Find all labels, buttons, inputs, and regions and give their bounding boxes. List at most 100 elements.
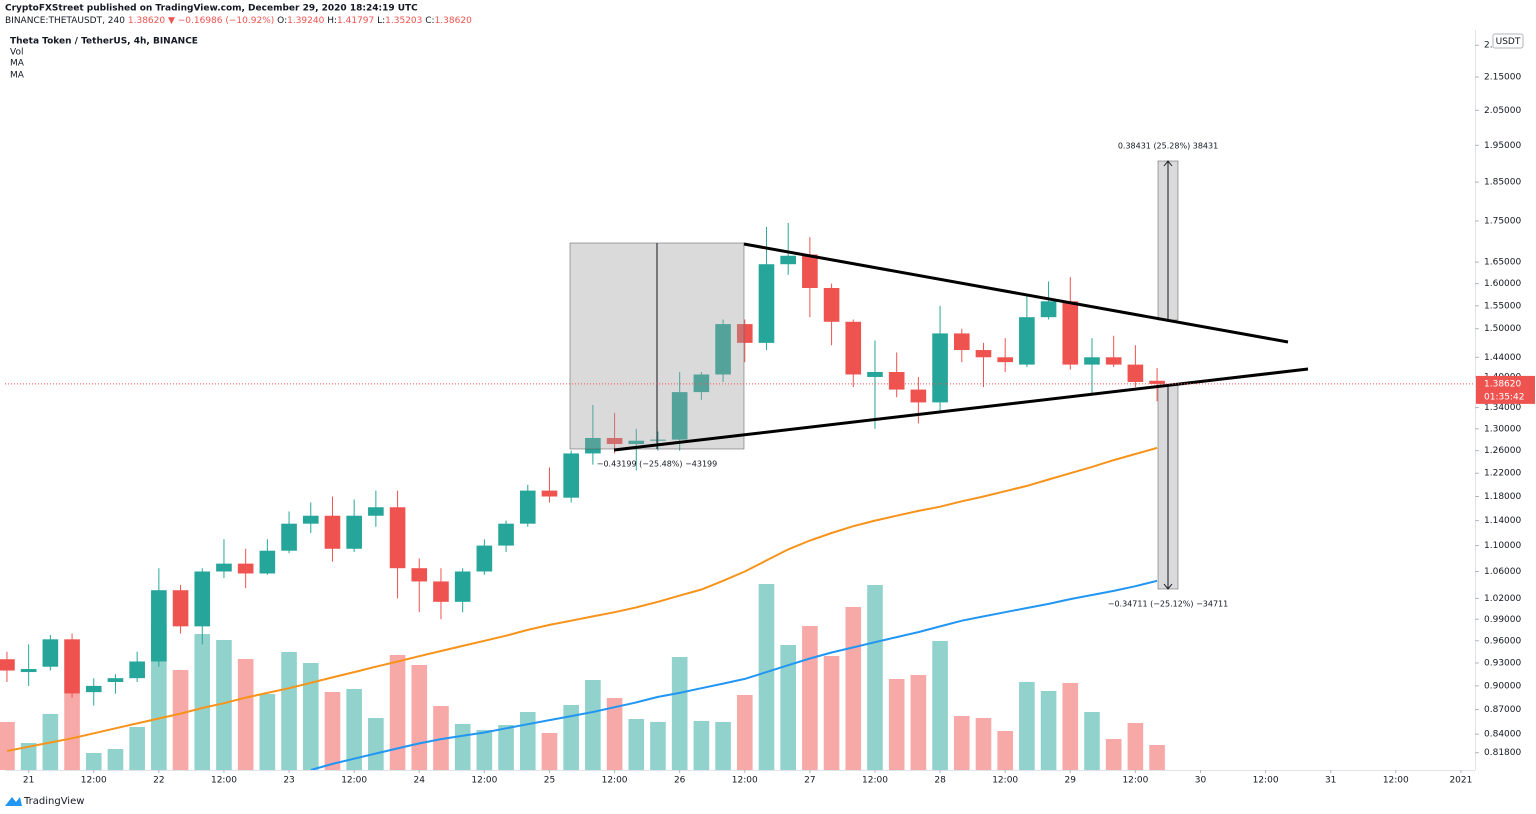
volume-bar (433, 706, 449, 770)
volume-bar (736, 695, 753, 770)
volume-bar (628, 719, 645, 770)
candle-body (953, 333, 970, 351)
y-tick-label: 1.18000 (1484, 492, 1521, 502)
y-tick-label: 1.06000 (1484, 567, 1521, 577)
volume-bar (541, 733, 558, 770)
candle-body (1084, 357, 1100, 365)
volume-bar (888, 679, 905, 770)
volume-bar (1105, 739, 1122, 770)
x-tick-label: 30 (1195, 776, 1207, 786)
volume-bar (563, 705, 579, 770)
candle-body (346, 515, 362, 549)
volume-bar (107, 749, 124, 770)
candle-body (216, 563, 232, 572)
quote-line: BINANCE:THETAUSDT, 240 1.38620 ▼ −0.1698… (5, 16, 472, 26)
x-tick-label: 2021 (1449, 776, 1472, 786)
candle-body (541, 490, 558, 497)
candle-body (693, 374, 710, 393)
x-tick-label: 25 (544, 776, 555, 786)
volume-bar (1019, 682, 1035, 770)
volume-bar (346, 689, 362, 770)
volume-bar (671, 657, 688, 770)
candle-body (368, 507, 384, 516)
volume-bar (997, 731, 1013, 770)
arrow (1163, 160, 1173, 167)
x-tick-label: 12:00 (992, 776, 1018, 786)
candle-body (302, 515, 319, 524)
ohlc-value: 1.38620 (435, 16, 472, 26)
candle-body (823, 287, 840, 322)
candle-body (563, 453, 579, 498)
candle-body (0, 659, 15, 671)
candle-body (715, 324, 731, 375)
candle-body (888, 371, 905, 390)
candle-body (780, 255, 796, 265)
candle-body (671, 392, 688, 440)
candle-body (237, 563, 254, 574)
y-tick-label: 1.50000 (1484, 324, 1521, 334)
y-tick-label: 1.85000 (1484, 178, 1521, 188)
candle-body (1040, 301, 1057, 318)
candle-body (802, 254, 818, 288)
measure-label: −0.34711 (−25.12%) −34711 (1108, 600, 1228, 609)
last: 1.38620 (128, 16, 165, 26)
legend-entry: MA (10, 59, 25, 69)
candle-body (1019, 317, 1035, 365)
y-tick-label: 0.84000 (1484, 730, 1521, 740)
volume-bar (389, 655, 406, 770)
candle-body (585, 437, 601, 454)
axis-layer: 2.250002.150002.050001.950001.850001.750… (5, 41, 1535, 786)
x-tick-label: 12:00 (81, 776, 107, 786)
ma-layer (6, 446, 1158, 771)
candle-body (867, 371, 883, 377)
countdown: 01:35:42 (1484, 392, 1524, 402)
candle-body (932, 333, 948, 403)
candle-body (1149, 380, 1165, 384)
candle-layer (0, 222, 1165, 706)
volume-bar (867, 585, 883, 770)
volume-bar (20, 743, 37, 770)
ohlc-key: H: (327, 16, 337, 26)
candle-body (151, 590, 167, 662)
volume-bar (715, 722, 731, 770)
y-tick-label: 1.65000 (1484, 258, 1521, 268)
ohlc-value: 1.41797 (337, 16, 374, 26)
volume-bar (802, 626, 818, 770)
candle-body (910, 389, 927, 403)
x-tick-label: 21 (23, 776, 34, 786)
y-tick-label: 1.44000 (1484, 353, 1521, 363)
volume-bar (259, 694, 276, 770)
volume-bar (498, 725, 514, 770)
volume-bar (194, 634, 211, 770)
candle-body (64, 639, 80, 694)
x-tick-label: 12:00 (732, 776, 758, 786)
candle-body (1127, 364, 1144, 382)
x-tick-label: 12:00 (862, 776, 888, 786)
volume-bar (1062, 683, 1079, 770)
volume-bar (216, 640, 232, 770)
volume-bar (454, 724, 471, 770)
candle-body (172, 590, 189, 627)
volume-bar (324, 692, 341, 770)
volume-bar (823, 656, 840, 770)
ma-line (310, 579, 1158, 771)
y-tick-label: 0.81800 (1484, 748, 1521, 758)
ohlc-key: L: (377, 16, 385, 26)
measure-label: −0.43199 (−25.48%) −43199 (597, 460, 717, 469)
ohlc-key: C: (425, 16, 434, 26)
volume-bar (1084, 712, 1100, 770)
y-tick-label: 0.96000 (1484, 636, 1521, 646)
y-tick-label: 1.95000 (1484, 141, 1521, 151)
volume-bar (64, 694, 80, 770)
y-tick-label: 0.99000 (1484, 615, 1521, 625)
candle-body (389, 507, 406, 569)
brand: TradingView (23, 796, 84, 807)
y-tick-label: 1.75000 (1484, 216, 1521, 226)
candle-body (1062, 301, 1079, 365)
volume-bar (1040, 691, 1057, 770)
y-tick-label: 1.34000 (1484, 403, 1521, 413)
candle-body (129, 661, 145, 679)
currency: USDT (1496, 37, 1521, 47)
volume-bar (85, 753, 102, 770)
